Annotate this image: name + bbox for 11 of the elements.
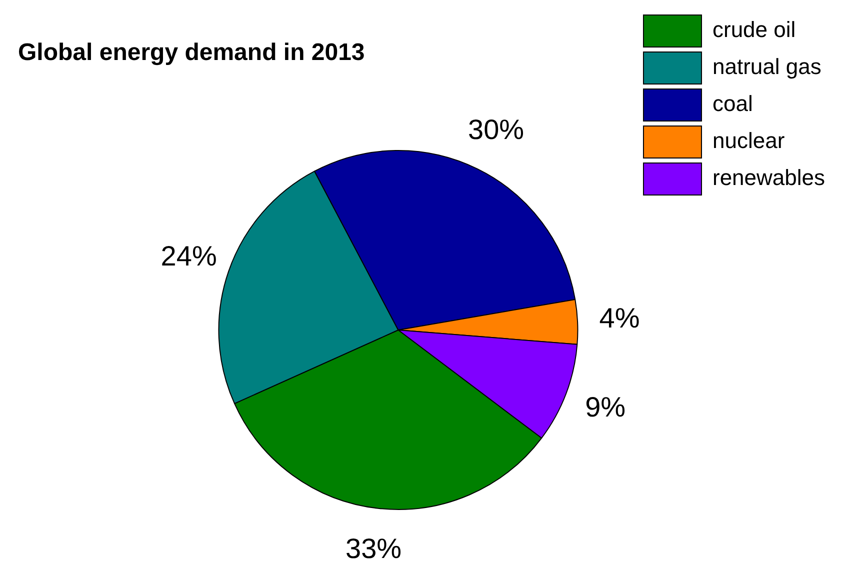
text: Global energy demand in 2013 bbox=[18, 39, 365, 67]
data-label: 30% bbox=[468, 114, 524, 145]
legend-label: coal bbox=[712, 91, 753, 116]
legend-label: nuclear bbox=[712, 128, 785, 154]
data-label: 9% bbox=[585, 391, 626, 422]
data-label: 4% bbox=[599, 302, 640, 334]
data-label: 24% bbox=[160, 240, 217, 272]
legend-label: crude oil bbox=[712, 17, 796, 42]
legend-label: natrual gas bbox=[712, 54, 822, 80]
data-label: 33% bbox=[346, 532, 402, 564]
legend-label: renewables bbox=[712, 165, 825, 190]
